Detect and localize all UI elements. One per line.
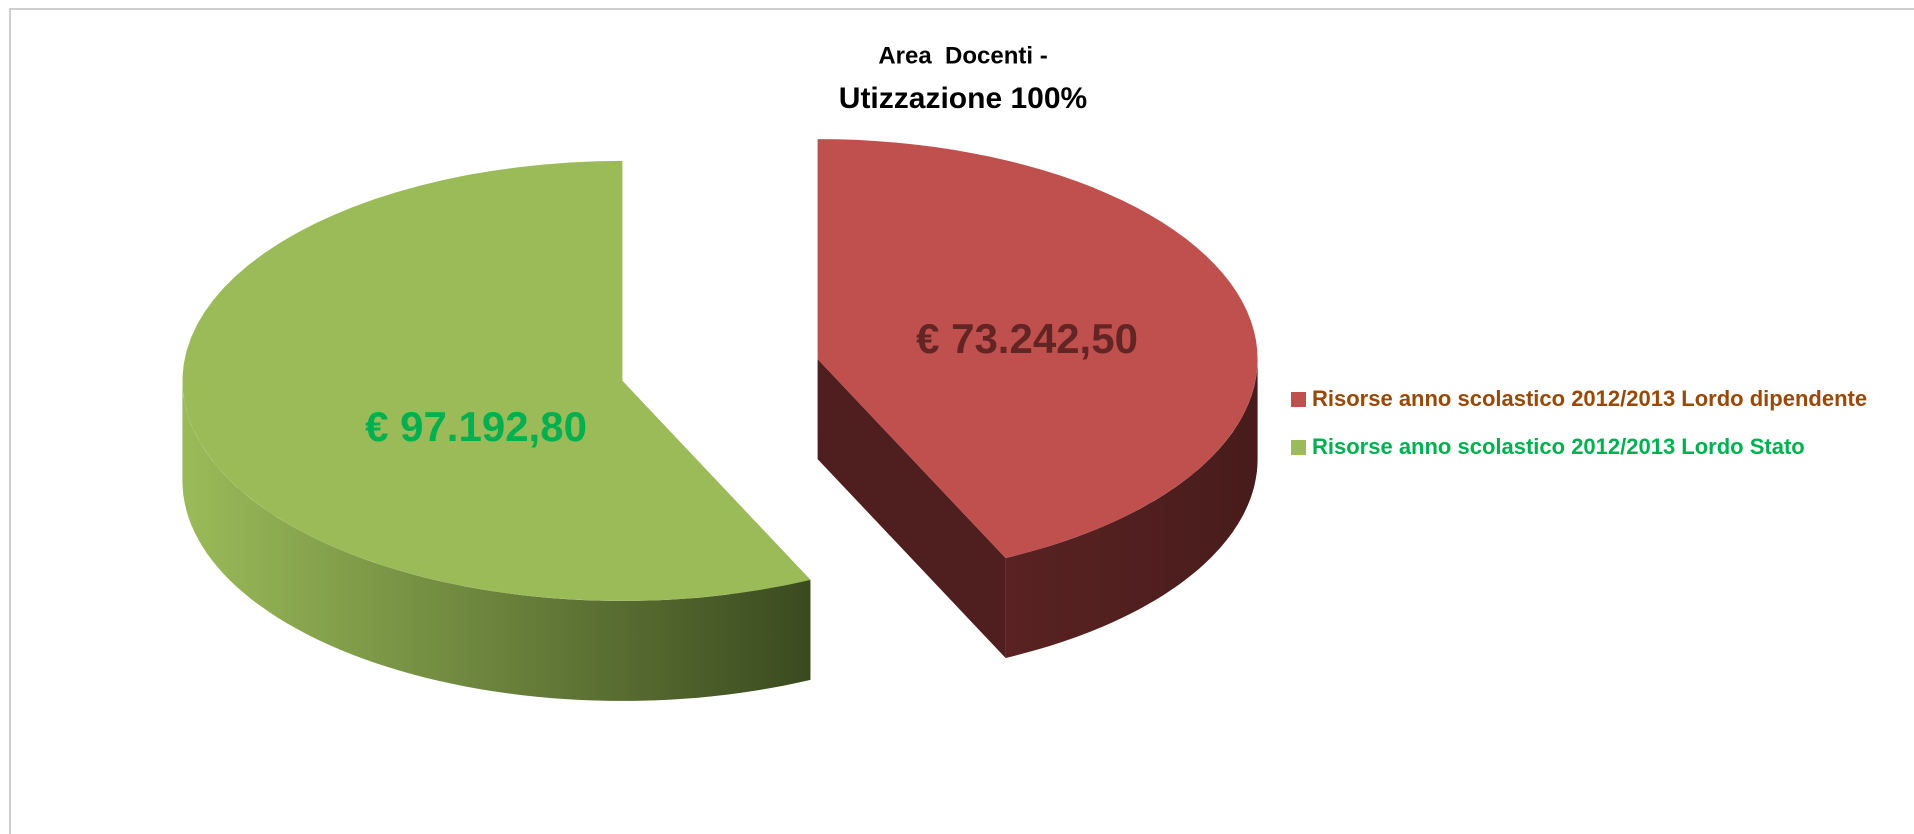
slice [182, 160, 811, 601]
chart-border [9, 8, 1914, 834]
slice-wall [182, 380, 811, 701]
slice [817, 139, 1258, 558]
legend-label: Risorse anno scolastico 2012/2013 Lordo … [1312, 386, 1867, 411]
legend-label: Risorse anno scolastico 2012/2013 Lordo … [1312, 434, 1805, 459]
chart-subtitle: Utizzazione 100% [839, 82, 1087, 115]
value-label: € 73.242,50 [916, 315, 1138, 362]
legend-swatch [1291, 392, 1306, 407]
legend-swatch [1291, 440, 1306, 455]
chart-title: Area Docenti - [878, 42, 1047, 69]
value-label: € 97.192,80 [365, 403, 587, 450]
slice-wall [1005, 359, 1258, 658]
slice-side [817, 359, 1006, 658]
